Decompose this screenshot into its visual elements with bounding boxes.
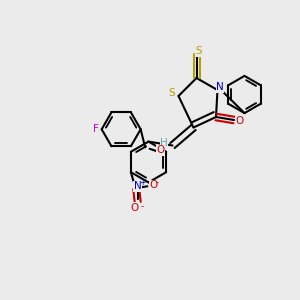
Text: +: + bbox=[140, 178, 146, 187]
Text: F: F bbox=[93, 124, 99, 134]
Text: O: O bbox=[236, 116, 244, 127]
Text: H: H bbox=[160, 137, 168, 148]
Text: O: O bbox=[130, 202, 139, 213]
Text: S: S bbox=[169, 88, 175, 98]
Text: S: S bbox=[196, 46, 202, 56]
Text: -: - bbox=[141, 202, 144, 211]
Text: N: N bbox=[134, 181, 142, 191]
Text: O: O bbox=[156, 145, 164, 155]
Text: N: N bbox=[216, 82, 224, 92]
Text: O: O bbox=[149, 180, 158, 190]
Text: -: - bbox=[156, 178, 159, 187]
